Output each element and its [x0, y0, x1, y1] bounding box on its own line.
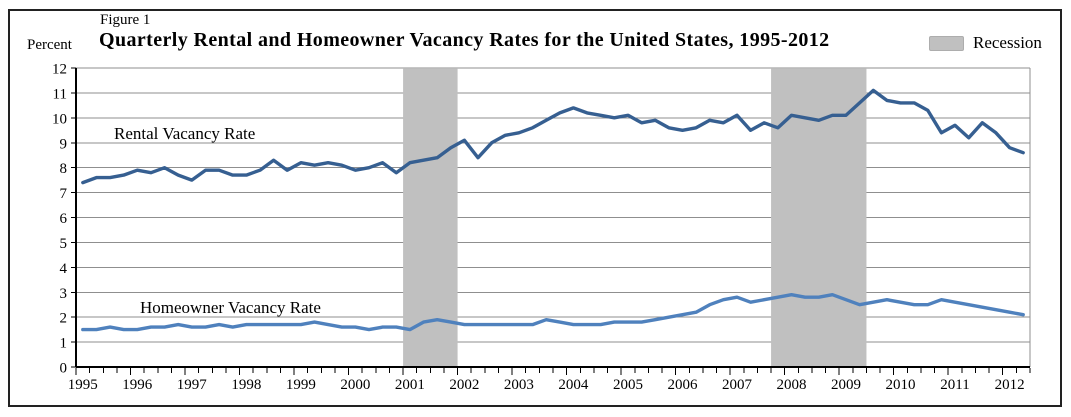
x-year-label: 2006	[668, 377, 699, 393]
y-tick-label: 10	[52, 111, 67, 127]
x-year-label: 2004	[558, 377, 589, 393]
x-year-label: 2012	[995, 377, 1025, 393]
x-year-label: 2007	[722, 377, 753, 393]
homeowner-vacancy-line	[81, 293, 1025, 332]
x-year-label: 2009	[831, 377, 861, 393]
y-tick-label: 1	[60, 336, 68, 352]
y-tick-label: 9	[60, 136, 68, 152]
x-year-label: 2008	[777, 377, 807, 393]
x-year-label: 2000	[340, 377, 370, 393]
y-tick-label: 0	[60, 361, 68, 377]
x-year-label: 1997	[177, 377, 208, 393]
y-tick-label: 7	[60, 186, 68, 202]
recession-legend-label: Recession	[973, 33, 1042, 52]
x-year-label: 2001	[395, 377, 425, 393]
y-tick-label: 4	[60, 261, 68, 277]
recession-swatch	[929, 35, 964, 51]
y-axis-unit-label: Percent	[27, 37, 72, 53]
figure-label: Figure 1	[100, 12, 151, 28]
recession-band	[771, 68, 867, 368]
y-tick-label: 3	[60, 286, 68, 302]
rental-series-label: Rental Vacancy Rate	[114, 124, 255, 143]
y-tick-label: 5	[60, 236, 68, 252]
recession-band	[403, 68, 458, 368]
x-year-label: 1995	[68, 377, 98, 393]
x-year-label: 2003	[504, 377, 534, 393]
rental-vacancy-line	[81, 88, 1025, 185]
x-year-label: 1999	[286, 377, 316, 393]
y-tick-label: 12	[52, 62, 67, 78]
x-year-label: 2005	[613, 377, 643, 393]
figure-border	[8, 9, 1062, 407]
x-year-label: 2002	[449, 377, 479, 393]
y-tick-label: 2	[60, 311, 68, 327]
x-year-label: 2010	[886, 377, 916, 393]
y-tick-label: 6	[60, 211, 68, 227]
y-tick-label: 8	[60, 161, 68, 177]
x-year-label: 2011	[940, 377, 969, 393]
x-year-label: 1998	[231, 377, 261, 393]
y-tick-label: 11	[53, 86, 67, 102]
x-year-label: 1996	[122, 377, 153, 393]
page-title: Quarterly Rental and Homeowner Vacancy R…	[99, 29, 830, 51]
homeowner-series-label: Homeowner Vacancy Rate	[140, 298, 321, 317]
recession-legend: Recession	[929, 33, 1042, 53]
